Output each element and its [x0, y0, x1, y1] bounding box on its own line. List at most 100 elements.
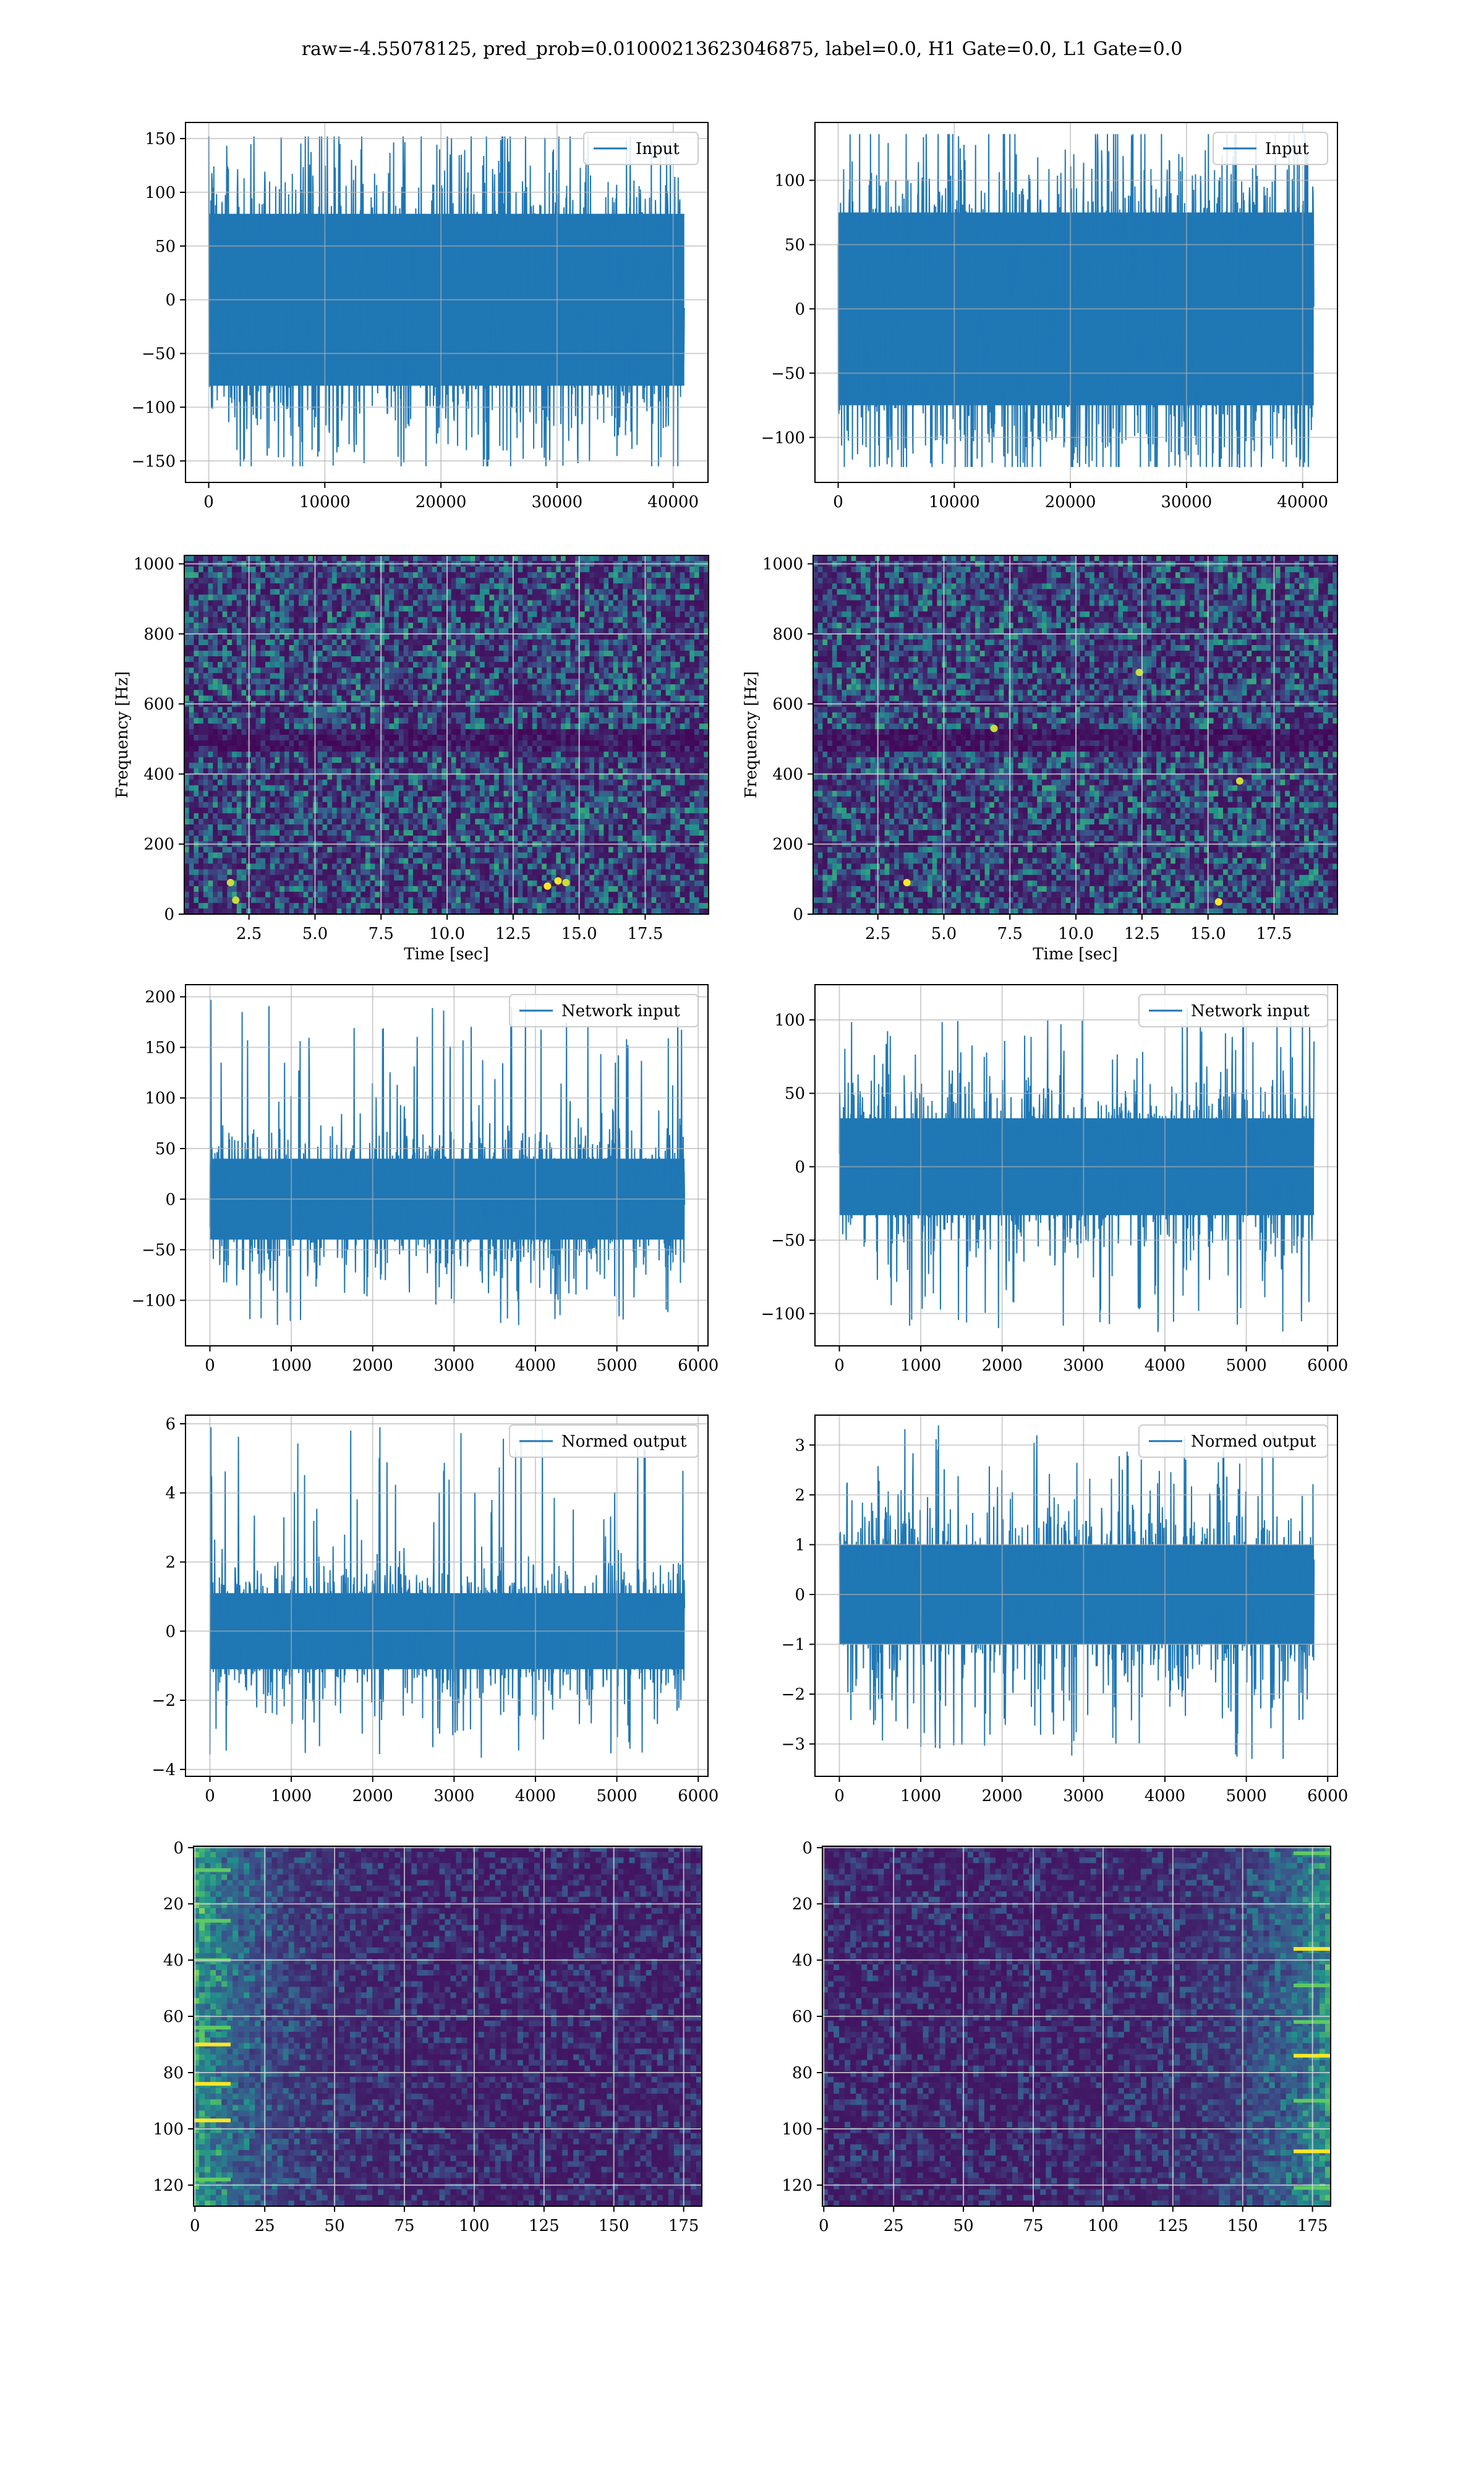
x-tick-label: 6000 — [1307, 1356, 1348, 1375]
x-tick-label: 6000 — [1307, 1787, 1348, 1805]
x-tick-label: 0 — [819, 2217, 829, 2235]
y-tick-label: 0 — [795, 1158, 805, 1176]
bright-row — [194, 2082, 231, 2086]
y-tick-label: 120 — [153, 2177, 184, 2195]
y-tick-label: 40 — [163, 1951, 184, 1970]
x-tick-label: 0 — [833, 493, 843, 511]
subplot-0-1: 0 10000 20000 30000 40000 −100 −50 0 50 100 Input — [761, 122, 1338, 511]
x-tick-label: 4000 — [515, 1356, 556, 1375]
legend: Network input — [1138, 994, 1328, 1027]
y-axis-label: Frequency [Hz] — [742, 671, 761, 798]
x-tick-label: 150 — [1227, 2217, 1258, 2235]
x-tick-label: 12.5 — [495, 925, 531, 943]
y-tick-label: −50 — [142, 345, 176, 364]
x-tick-label: 125 — [1158, 2217, 1188, 2235]
plot-area — [186, 1415, 708, 1776]
y-tick-label: 3 — [795, 1436, 805, 1455]
x-tick-label: 4000 — [1145, 1356, 1185, 1375]
x-tick-label: 6000 — [678, 1787, 719, 1805]
y-tick-label: 0 — [793, 905, 803, 924]
y-tick-label: 100 — [774, 172, 805, 190]
y-tick-label: −100 — [132, 1291, 176, 1310]
x-tick-label: 6000 — [678, 1356, 719, 1375]
series-line — [208, 136, 685, 466]
x-tick-label: 0 — [834, 1787, 845, 1805]
x-tick-label: 10.0 — [1058, 925, 1094, 943]
grid — [184, 555, 709, 914]
heatmap-cells — [813, 555, 1337, 914]
y-tick-label: 1 — [795, 1536, 805, 1554]
x-tick-label: 2000 — [352, 1787, 393, 1805]
x-tick-label: 0 — [190, 2217, 200, 2235]
y-tick-label: 800 — [143, 625, 174, 644]
hotspot — [554, 877, 562, 885]
x-tick-label: 17.5 — [1256, 925, 1292, 943]
y-tick-label: 80 — [163, 2064, 184, 2082]
hotspot — [562, 879, 570, 887]
y-tick-label: 0 — [164, 905, 174, 924]
x-tick-label: 5000 — [1226, 1787, 1266, 1805]
x-tick-label: 10000 — [929, 493, 980, 511]
x-tick-label: 4000 — [1145, 1787, 1185, 1805]
legend: Network input — [509, 994, 699, 1027]
grid — [815, 1415, 1337, 1776]
y-tick-label: 20 — [163, 1895, 184, 1914]
series-line — [838, 1008, 1315, 1332]
y-tick-label: 0 — [173, 1839, 184, 1857]
x-tick-label: 15.0 — [1190, 925, 1226, 943]
x-tick-label: 1000 — [900, 1787, 941, 1805]
axes-frame — [822, 1846, 1331, 2207]
y-tick-label: −50 — [142, 1241, 176, 1260]
bright-row — [194, 2118, 231, 2123]
bright-row — [194, 1919, 231, 1923]
heatmap-cells — [822, 1846, 1331, 2206]
x-tick-label: 5000 — [596, 1356, 637, 1375]
axes-frame — [185, 984, 709, 1346]
bright-row — [194, 2026, 231, 2030]
plot-area — [184, 555, 709, 914]
legend-label: Normed output — [561, 1432, 687, 1451]
legend-label: Network input — [561, 1002, 680, 1021]
y-tick-label: −100 — [132, 398, 176, 417]
y-tick-label: −50 — [771, 1231, 805, 1250]
x-tick-label: 5000 — [1226, 1356, 1266, 1375]
subplot-0-0: 0 10000 20000 30000 40000 −150 −100 −50 0 50 100 15… — [132, 122, 709, 511]
grid — [813, 555, 1337, 914]
x-tick-label: 5000 — [596, 1787, 637, 1805]
y-tick-label: 150 — [145, 1038, 176, 1057]
grid — [822, 1846, 1331, 2206]
grid — [186, 1415, 708, 1776]
grid — [186, 985, 708, 1346]
y-tick-label: −3 — [782, 1736, 805, 1754]
grid — [815, 122, 1337, 482]
x-tick-label: 100 — [1088, 2217, 1119, 2235]
subplot-3-0: 0 1000 2000 3000 4000 5000 6000 −4 −2 0 2 4 6 Normed … — [152, 1415, 719, 1805]
subplot-2-1: 0 1000 2000 3000 4000 5000 6000 −100 −50 0 50 100 Ne… — [761, 984, 1348, 1375]
axes-frame — [185, 1415, 709, 1777]
x-tick-label: 7.5 — [369, 925, 394, 943]
y-tick-label: 800 — [772, 625, 803, 644]
axes-frame — [812, 555, 1338, 915]
bright-row — [194, 1868, 231, 1872]
y-tick-label: 60 — [792, 2008, 812, 2026]
grid — [186, 122, 708, 482]
plot-area — [822, 1846, 1331, 2206]
x-tick-label: 50 — [953, 2217, 974, 2235]
y-tick-label: 6 — [165, 1415, 176, 1434]
x-tick-label: 25 — [255, 2217, 275, 2235]
y-tick-label: 40 — [792, 1951, 812, 1970]
plot-area — [813, 555, 1337, 914]
hotspot — [1235, 777, 1243, 785]
subplot-4-0: 0 25 50 75 100 125 150 175 0 20 40 60 80 100 120 — [153, 1839, 702, 2235]
y-tick-label: 400 — [772, 765, 803, 784]
y-tick-label: 100 — [145, 1089, 176, 1108]
bright-row — [194, 2177, 231, 2181]
y-tick-label: 2 — [165, 1554, 176, 1572]
y-tick-label: 20 — [792, 1895, 812, 1914]
x-tick-label: 3000 — [433, 1356, 474, 1375]
y-tick-label: 0 — [165, 1622, 176, 1641]
y-tick-label: 0 — [795, 1586, 805, 1604]
x-tick-label: 0 — [834, 1356, 845, 1375]
x-tick-label: 1000 — [900, 1356, 941, 1375]
hotspot — [1135, 669, 1143, 677]
